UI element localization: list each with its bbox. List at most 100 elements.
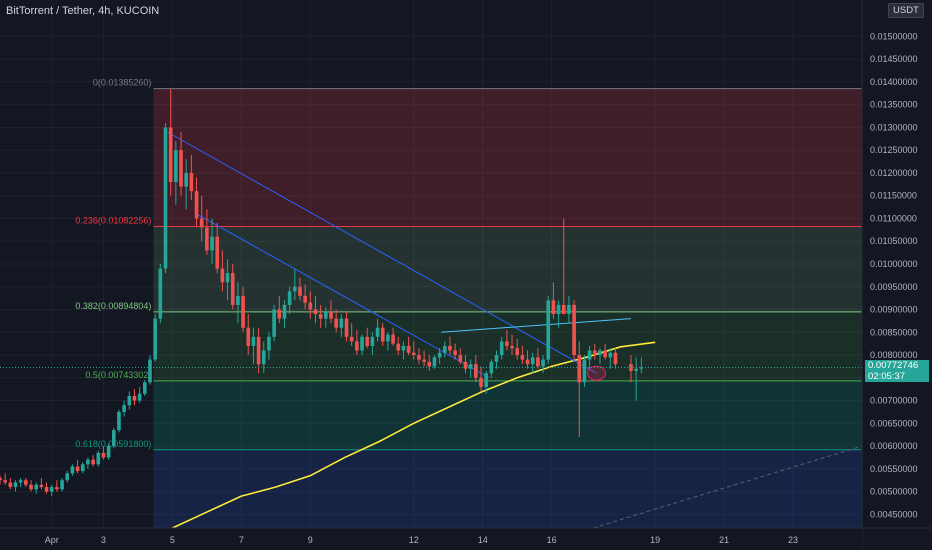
y-tick-label: 0.00550000	[870, 464, 918, 474]
candle-body	[210, 236, 214, 251]
trendline	[196, 213, 490, 379]
y-tick-label: 0.01200000	[870, 168, 918, 178]
candle-body	[525, 359, 530, 365]
y-tick-label: 0.01100000	[870, 213, 917, 223]
candle-body	[406, 345, 411, 353]
last-price-badge: 0.00772746 02:05:37	[865, 360, 929, 382]
candle-body	[453, 350, 457, 356]
candle-body	[489, 361, 494, 374]
candle-body	[324, 311, 328, 319]
y-tick-label: 0.01450000	[870, 54, 918, 64]
candle-body	[251, 336, 256, 346]
candle-body	[639, 367, 644, 369]
candle-body	[432, 357, 437, 367]
price-axis-panel	[862, 0, 932, 550]
fib-zone	[153, 449, 862, 528]
candle-body	[448, 345, 452, 351]
candle-body	[427, 361, 432, 367]
candle-body	[184, 172, 189, 187]
candle-body	[587, 350, 592, 360]
chart-title: BitTorrent / Tether, 4h, KUCOIN	[6, 5, 160, 17]
candle-body	[179, 150, 183, 187]
highlight-ellipse	[587, 365, 607, 381]
candle-body	[3, 480, 7, 483]
candle-body	[556, 304, 561, 315]
x-tick-label: 3	[101, 535, 106, 545]
candle-body	[422, 359, 426, 362]
candle-body	[39, 484, 44, 488]
candle-body	[349, 336, 354, 342]
candle-body	[49, 487, 54, 492]
candle-body	[194, 191, 199, 219]
candle-body	[199, 218, 204, 228]
candle-body	[205, 227, 209, 251]
candle-body	[339, 318, 344, 328]
candle-body	[582, 359, 587, 383]
candle-body	[272, 309, 276, 337]
candle-body	[148, 359, 152, 383]
y-tick-label: 0.00450000	[870, 509, 918, 519]
fib-level-label: 0.5(0.00743302)	[85, 370, 151, 380]
candle-body	[29, 484, 33, 490]
candle-body	[246, 327, 251, 346]
candle-body	[168, 127, 173, 183]
candle-body	[75, 466, 80, 472]
x-tick-label: 21	[719, 535, 729, 545]
currency-badge[interactable]: USDT	[888, 3, 924, 18]
candle-body	[329, 311, 333, 319]
candle-body	[334, 318, 338, 328]
candle-body	[163, 127, 168, 269]
y-tick-label: 0.01500000	[870, 31, 918, 41]
trendline	[441, 318, 632, 333]
candle-body	[536, 357, 540, 367]
candle-body	[561, 304, 566, 315]
candle-body	[143, 382, 147, 394]
fib-zone	[153, 380, 862, 450]
candle-body	[236, 295, 240, 305]
candle-body	[24, 480, 28, 485]
candle-body	[520, 355, 525, 360]
candle-body	[153, 318, 157, 360]
candle-body	[318, 314, 323, 319]
candle-body	[510, 345, 514, 349]
candle-body	[463, 361, 468, 369]
candle-body	[137, 393, 142, 401]
candle-body	[380, 327, 385, 342]
candle-body	[230, 273, 235, 305]
candle-body	[277, 309, 282, 319]
y-tick-label: 0.01300000	[870, 122, 918, 132]
candle-body	[391, 334, 395, 344]
candle-body	[225, 273, 230, 283]
candle-body	[96, 452, 101, 465]
candle-body	[267, 336, 271, 351]
y-tick-label: 0.00850000	[870, 327, 918, 337]
candle-body	[13, 482, 18, 488]
candle-body	[174, 150, 178, 183]
candle-body	[101, 452, 106, 458]
fib-level-label: 0.236(0.01082256)	[75, 216, 151, 226]
candle-body	[442, 345, 447, 353]
candle-body	[360, 336, 364, 351]
candle-body	[355, 341, 359, 351]
candle-body	[468, 364, 473, 369]
time-axis-panel	[0, 528, 862, 550]
candle-body	[60, 480, 64, 490]
candle-body	[8, 482, 13, 488]
candle-body	[401, 345, 406, 351]
candle-body	[494, 355, 499, 362]
candle-body	[541, 359, 545, 367]
candle-body	[91, 459, 95, 465]
candle-body	[117, 411, 121, 431]
candle-body	[484, 373, 488, 387]
candle-body	[0, 477, 2, 481]
candle-body	[80, 464, 85, 472]
candle-body	[122, 405, 126, 412]
candle-body	[375, 327, 380, 337]
candle-body	[282, 304, 287, 319]
x-tick-label: 14	[478, 535, 488, 545]
y-tick-label: 0.00900000	[870, 305, 918, 315]
candle-body	[365, 336, 370, 346]
moving-average-line	[172, 341, 656, 529]
candle-body	[256, 336, 261, 365]
